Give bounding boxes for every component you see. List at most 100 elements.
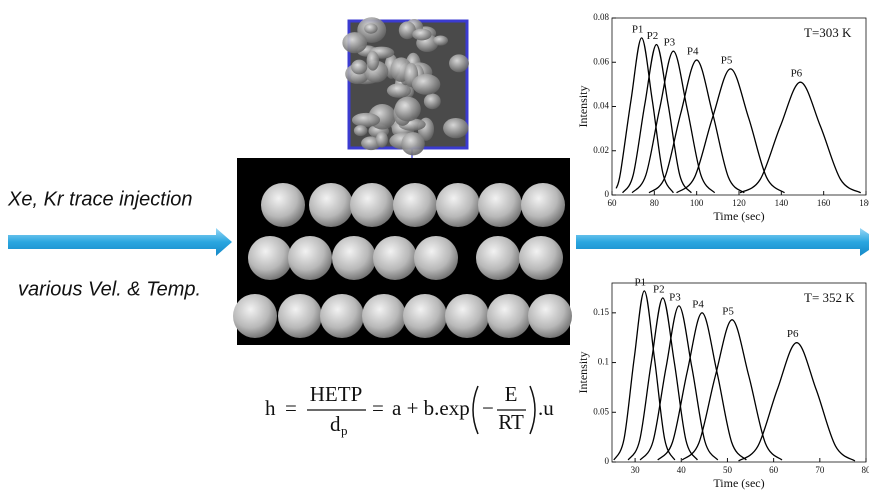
left-label-top: Xe, Kr trace injection — [7, 188, 193, 210]
y-tick-label: 0 — [605, 456, 610, 466]
peak-curve — [613, 290, 676, 461]
x-tick-label: 160 — [817, 198, 831, 208]
grain — [375, 131, 388, 148]
particle — [350, 183, 394, 227]
particle — [362, 294, 406, 338]
x-tick-label: 80 — [862, 465, 869, 475]
eq-minus: − — [482, 396, 494, 420]
particle — [261, 183, 305, 227]
peak-curve — [681, 319, 783, 461]
peak-curve — [738, 342, 856, 462]
grain — [342, 32, 368, 54]
particle — [393, 183, 437, 227]
y-axis-label: Intensity — [576, 86, 590, 128]
grain — [364, 23, 378, 34]
y-tick-label: 0.04 — [593, 101, 609, 111]
eq-exp-numerator: E — [505, 382, 518, 406]
plot-area — [611, 17, 867, 196]
eq-equals: = — [285, 396, 297, 420]
peak-curve — [631, 50, 716, 194]
eq-numerator: HETP — [310, 382, 363, 406]
peak-label: P5 — [722, 305, 734, 317]
particle — [521, 183, 565, 227]
equation: h = HETP d p = a + b.exp − E RT .u — [265, 382, 554, 438]
grain — [433, 35, 449, 46]
y-tick-label: 0.05 — [593, 406, 609, 416]
particle — [414, 236, 458, 280]
particle — [478, 183, 522, 227]
y-tick-label: 0.1 — [598, 357, 609, 367]
y-tick-label: 0.08 — [593, 12, 609, 22]
peak-curve — [676, 68, 785, 194]
particle — [528, 294, 572, 338]
eq-tail: .u — [538, 396, 554, 420]
peak-label: P5 — [721, 54, 733, 66]
peak-curve — [648, 59, 745, 194]
paren-left — [472, 385, 479, 435]
peak-label: P1 — [632, 23, 644, 35]
peak-curve — [622, 43, 692, 194]
particle — [436, 183, 480, 227]
x-axis-label: Time (sec) — [713, 476, 764, 490]
particle — [332, 236, 376, 280]
eq-denominator: d — [330, 412, 341, 436]
peak-label: P2 — [653, 283, 665, 295]
particle — [309, 183, 353, 227]
particle — [373, 236, 417, 280]
grain — [398, 21, 416, 40]
x-tick-label: 40 — [677, 465, 687, 475]
particle — [487, 294, 531, 338]
sem-grains — [342, 17, 469, 156]
x-tick-label: 60 — [608, 198, 618, 208]
particle — [288, 236, 332, 280]
x-axis-label: Time (sec) — [713, 209, 764, 223]
y-tick-label: 0.02 — [593, 145, 609, 155]
grain — [401, 132, 425, 156]
grain — [412, 28, 432, 41]
x-tick-label: 140 — [775, 198, 789, 208]
x-tick-label: 30 — [631, 465, 641, 475]
grain — [351, 112, 381, 128]
left-label-bottom: various Vel. & Temp. — [18, 278, 201, 300]
grain — [423, 93, 441, 110]
eq-subscript: p — [341, 423, 348, 438]
peak-label: P4 — [692, 298, 704, 310]
eq-exp-denominator: RT — [498, 410, 524, 434]
y-axis-label: Intensity — [576, 352, 590, 394]
grain — [443, 117, 469, 139]
annotation: T=303 K — [804, 25, 852, 40]
paren-right — [529, 385, 536, 435]
peak-label: P3 — [664, 37, 676, 49]
peak-curve — [657, 312, 747, 461]
particle — [233, 294, 277, 338]
particle — [445, 294, 489, 338]
particle — [320, 294, 364, 338]
particles — [233, 183, 572, 338]
annotation: T= 352 K — [804, 290, 855, 305]
grain — [411, 73, 441, 95]
x-tick-label: 180 — [859, 198, 869, 208]
particle — [519, 236, 563, 280]
grain — [351, 59, 368, 75]
particle — [476, 236, 520, 280]
x-tick-label: 70 — [815, 465, 825, 475]
eq-lhs: h — [265, 396, 276, 420]
x-tick-label: 100 — [690, 198, 704, 208]
peak-label: P1 — [635, 276, 647, 288]
y-tick-label: 0 — [605, 189, 610, 199]
peak-label: P2 — [647, 30, 659, 42]
x-tick-label: 50 — [723, 465, 733, 475]
particle — [403, 294, 447, 338]
grain — [353, 125, 368, 137]
x-tick-label: 80 — [650, 198, 660, 208]
y-tick-label: 0.06 — [593, 56, 609, 66]
output-arrow — [576, 228, 869, 256]
peak-curve — [639, 305, 719, 461]
y-tick-label: 0.15 — [593, 307, 609, 317]
peak-label: P6 — [787, 328, 799, 340]
x-tick-label: 120 — [732, 198, 746, 208]
peak-label: P3 — [669, 291, 681, 303]
x-tick-label: 60 — [769, 465, 779, 475]
peak-label: P6 — [791, 68, 803, 80]
particle — [248, 236, 292, 280]
